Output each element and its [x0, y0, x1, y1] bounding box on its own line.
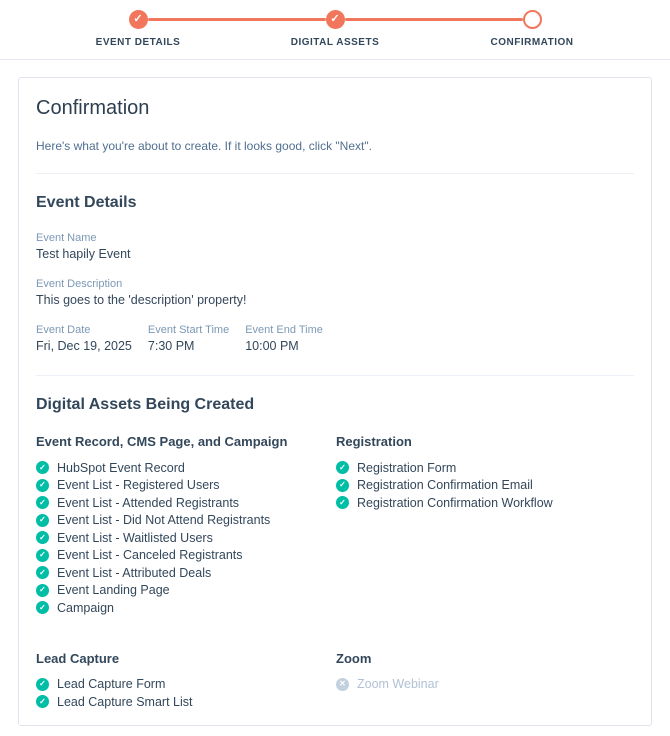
asset-item-label: Registration Form: [357, 460, 457, 475]
asset-group-heading: Lead Capture: [36, 650, 120, 666]
asset-item: Event List - Attended Registrants: [36, 494, 334, 512]
field-label: Event Name: [36, 232, 97, 244]
field-value: 10:00 PM: [245, 339, 299, 353]
asset-group-heading: Registration: [336, 434, 412, 449]
check-icon: [336, 461, 349, 475]
asset-item: Lead Capture Form: [36, 676, 334, 694]
event-description-field: Event Description This goes to the 'desc…: [36, 278, 634, 307]
field-value: 7:30 PM: [147, 339, 195, 353]
asset-item: Event List - Attributed Deals: [36, 564, 334, 582]
asset-item-label: Lead Capture Form: [57, 677, 166, 692]
check-icon: [36, 531, 49, 545]
field-value: Test hapily Event: [36, 247, 131, 261]
asset-item: HubSpot Event Record: [36, 459, 334, 477]
asset-item-label: Registration Confirmation Email: [357, 478, 533, 493]
wizard-stepper-header: EVENT DETAILS DIGITAL ASSETS CONFIRMATIO…: [0, 0, 670, 60]
field-label: Event Date: [36, 324, 91, 336]
x-icon: [336, 677, 349, 691]
asset-item: Campaign: [36, 599, 334, 617]
step-event-details[interactable]: EVENT DETAILS: [96, 10, 180, 48]
asset-item-skipped: Zoom Webinar: [336, 676, 634, 694]
asset-item: Event List - Did Not Attend Registrants: [36, 512, 334, 530]
stepper-connector: [344, 18, 523, 21]
page-title: Confirmation: [36, 97, 150, 119]
step-label[interactable]: EVENT DETAILS: [95, 37, 181, 48]
step-complete-icon[interactable]: [325, 10, 345, 29]
asset-item-label: Registration Confirmation Workflow: [357, 495, 553, 510]
divider: [36, 173, 634, 174]
step-label[interactable]: DIGITAL ASSETS: [290, 37, 380, 48]
step-label[interactable]: CONFIRMATION: [490, 37, 574, 48]
asset-item: Registration Confirmation Workflow: [336, 494, 634, 512]
asset-item: Event List - Registered Users: [36, 477, 334, 495]
divider: [36, 375, 634, 376]
check-icon: [36, 677, 49, 691]
step-current-icon[interactable]: [522, 10, 542, 29]
asset-group-heading: Zoom: [336, 650, 372, 666]
schedule-row: Event Date Fri, Dec 19, 2025 Event Start…: [36, 324, 634, 353]
asset-item-label: Zoom Webinar: [357, 677, 439, 692]
event-date-field: Event Date Fri, Dec 19, 2025: [36, 324, 132, 353]
asset-group-lead-capture: Lead Capture Lead Capture Form Lead Capt…: [36, 651, 334, 711]
check-icon: [36, 461, 49, 475]
assets-grid: Event Record, CMS Page, and Campaign Hub…: [36, 434, 634, 711]
asset-item-label: Event List - Registered Users: [57, 478, 220, 493]
asset-group-heading: Event Record, CMS Page, and Campaign: [36, 434, 288, 449]
asset-item: Event List - Waitlisted Users: [36, 529, 334, 547]
wizard-stepper: EVENT DETAILS DIGITAL ASSETS CONFIRMATIO…: [96, 10, 573, 48]
asset-item: Event List - Canceled Registrants: [36, 547, 334, 565]
step-confirmation[interactable]: CONFIRMATION: [490, 10, 573, 48]
check-icon: [336, 496, 349, 510]
check-icon: [36, 496, 49, 510]
field-value: Fri, Dec 19, 2025: [36, 339, 132, 353]
asset-item: Registration Confirmation Email: [336, 477, 634, 495]
confirmation-card: Confirmation Here's what you're about to…: [18, 77, 652, 726]
event-name-field: Event Name Test hapily Event: [36, 232, 634, 261]
field-label: Event Description: [36, 278, 123, 290]
digital-assets-heading: Digital Assets Being Created: [36, 396, 255, 413]
asset-group-event-record: Event Record, CMS Page, and Campaign Hub…: [36, 434, 334, 617]
asset-item-label: HubSpot Event Record: [57, 460, 185, 475]
check-icon: [36, 695, 49, 709]
field-label: Event Start Time: [147, 324, 230, 336]
asset-item-label: Event List - Canceled Registrants: [57, 548, 243, 563]
event-details-heading: Event Details: [36, 194, 137, 211]
check-icon: [36, 548, 49, 562]
event-end-time-field: Event End Time 10:00 PM: [245, 324, 323, 353]
field-value: This goes to the 'description' property!: [36, 293, 247, 307]
asset-group-zoom: Zoom Zoom Webinar: [336, 651, 634, 711]
check-icon: [36, 513, 49, 527]
asset-item-label: Event Landing Page: [57, 583, 170, 598]
event-start-time-field: Event Start Time 7:30 PM: [148, 324, 229, 353]
check-icon: [336, 478, 349, 492]
main-content: Confirmation Here's what you're about to…: [0, 60, 670, 736]
check-icon: [36, 566, 49, 580]
asset-item-label: Event List - Attributed Deals: [57, 565, 212, 580]
asset-item: Registration Form: [336, 459, 634, 477]
check-icon: [36, 601, 49, 615]
check-icon: [36, 478, 49, 492]
asset-group-registration: Registration Registration Form Registrat…: [336, 434, 634, 617]
asset-item-label: Lead Capture Smart List: [57, 694, 193, 709]
asset-item-label: Event List - Did Not Attend Registrants: [57, 513, 271, 528]
stepper-connector: [147, 18, 326, 21]
asset-item-label: Event List - Waitlisted Users: [57, 530, 213, 545]
step-complete-icon[interactable]: [128, 10, 148, 29]
asset-item-label: Event List - Attended Registrants: [57, 495, 240, 510]
page-subtitle: Here's what you're about to create. If i…: [36, 139, 372, 153]
step-digital-assets[interactable]: DIGITAL ASSETS: [291, 10, 379, 48]
check-icon: [36, 583, 49, 597]
asset-item: Event Landing Page: [36, 582, 334, 600]
asset-item: Lead Capture Smart List: [36, 693, 334, 711]
asset-item-label: Campaign: [57, 600, 114, 615]
field-label: Event End Time: [245, 324, 323, 336]
